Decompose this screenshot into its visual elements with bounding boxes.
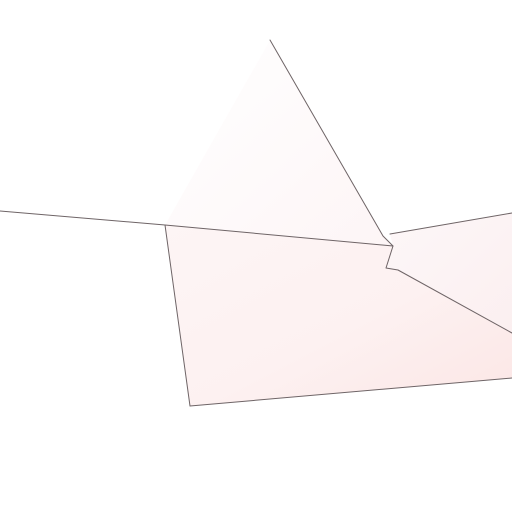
boundary-line-east (389, 212, 512, 235)
map-region-south[interactable] (165, 225, 512, 406)
map-region-north[interactable] (165, 40, 393, 246)
map-region-east[interactable] (386, 213, 512, 333)
boundary-line-north (269, 39, 394, 247)
boundary-line-southwest (164, 224, 512, 407)
boundary-line-notch (385, 245, 512, 334)
